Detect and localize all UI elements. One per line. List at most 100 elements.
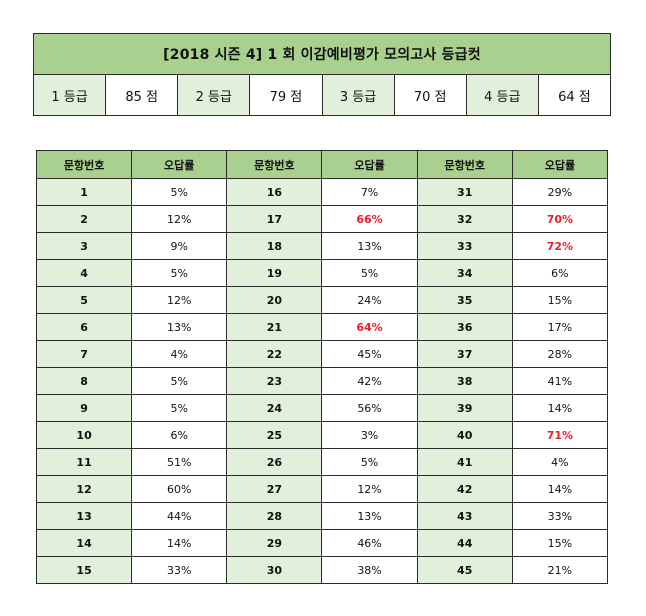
question-number-cell: 11 bbox=[35, 448, 133, 476]
question-number-cell: 24 bbox=[226, 394, 323, 422]
question-number-cell: 14 bbox=[35, 529, 133, 557]
error-rate-cell: 17% bbox=[511, 313, 609, 341]
error-rate-cell: 38% bbox=[321, 556, 418, 584]
question-number-cell: 28 bbox=[226, 502, 323, 530]
question-number-cell: 27 bbox=[226, 475, 323, 503]
question-number-cell: 39 bbox=[416, 394, 513, 422]
question-number-cell: 30 bbox=[226, 556, 323, 584]
column-header-question-number: 문항번호 bbox=[226, 150, 323, 179]
question-number-cell: 44 bbox=[416, 529, 513, 557]
error-rate-cell: 5% bbox=[131, 259, 228, 287]
question-number-cell: 31 bbox=[416, 178, 513, 206]
question-number-cell: 2 bbox=[35, 205, 133, 233]
error-rate-cell: 6% bbox=[511, 259, 609, 287]
error-rate-cell: 13% bbox=[321, 502, 418, 530]
question-number-cell: 23 bbox=[226, 367, 323, 395]
error-rate-cell: 3% bbox=[321, 421, 418, 449]
table-row: 5 12% 20 24% 35 15% bbox=[35, 286, 609, 314]
grade-score: 79 점 bbox=[249, 74, 323, 116]
error-rate-cell: 60% bbox=[131, 475, 228, 503]
grade-label: 2 등급 bbox=[177, 74, 251, 116]
column-header-question-number: 문항번호 bbox=[35, 150, 133, 179]
error-rate-cell: 29% bbox=[511, 178, 609, 206]
question-number-cell: 29 bbox=[226, 529, 323, 557]
error-rate-cell: 44% bbox=[131, 502, 228, 530]
column-header-error-rate: 오답률 bbox=[511, 150, 609, 179]
question-number-cell: 6 bbox=[35, 313, 133, 341]
table-row: 1 5% 16 7% 31 29% bbox=[35, 178, 609, 206]
error-rate-cell: 33% bbox=[511, 502, 609, 530]
question-number-cell: 42 bbox=[416, 475, 513, 503]
error-rate-cell: 56% bbox=[321, 394, 418, 422]
question-number-cell: 18 bbox=[226, 232, 323, 260]
table-row: 12 60% 27 12% 42 14% bbox=[35, 475, 609, 503]
error-rate-cell: 9% bbox=[131, 232, 228, 260]
error-rate-cell: 51% bbox=[131, 448, 228, 476]
question-number-cell: 7 bbox=[35, 340, 133, 368]
error-rate-cell: 21% bbox=[511, 556, 609, 584]
error-rate-cell: 15% bbox=[511, 286, 609, 314]
question-number-cell: 19 bbox=[226, 259, 323, 287]
error-rate-cell: 5% bbox=[321, 448, 418, 476]
error-rate-cell: 14% bbox=[131, 529, 228, 557]
question-number-cell: 20 bbox=[226, 286, 323, 314]
error-rate-cell-high: 64% bbox=[321, 313, 418, 341]
column-header-question-number: 문항번호 bbox=[416, 150, 513, 179]
page-title: [2018 시즌 4] 1 회 이감예비평가 모의고사 등급컷 bbox=[33, 33, 611, 75]
error-rate-cell: 13% bbox=[131, 313, 228, 341]
error-rate-cell-high: 70% bbox=[511, 205, 609, 233]
error-rate-cell: 12% bbox=[131, 205, 228, 233]
column-header-error-rate: 오답률 bbox=[131, 150, 228, 179]
error-rate-cell: 33% bbox=[131, 556, 228, 584]
table-row: 13 44% 28 13% 43 33% bbox=[35, 502, 609, 530]
error-rate-cell: 4% bbox=[131, 340, 228, 368]
grade-score: 85 점 bbox=[105, 74, 179, 116]
grade-score: 70 점 bbox=[393, 74, 467, 116]
question-number-cell: 5 bbox=[35, 286, 133, 314]
error-rate-cell: 5% bbox=[131, 178, 228, 206]
error-rate-cell: 28% bbox=[511, 340, 609, 368]
question-number-cell: 1 bbox=[35, 178, 133, 206]
question-number-cell: 25 bbox=[226, 421, 323, 449]
error-rate-cell: 13% bbox=[321, 232, 418, 260]
table-row: 4 5% 19 5% 34 6% bbox=[35, 259, 609, 287]
error-rate-cell: 14% bbox=[511, 475, 609, 503]
error-rate-cell-high: 72% bbox=[511, 232, 609, 260]
question-number-cell: 3 bbox=[35, 232, 133, 260]
error-rate-cell: 14% bbox=[511, 394, 609, 422]
grade-label: 3 등급 bbox=[321, 74, 395, 116]
table-row: 2 12% 17 66% 32 70% bbox=[35, 205, 609, 233]
error-rate-cell: 42% bbox=[321, 367, 418, 395]
table-row: 9 5% 24 56% 39 14% bbox=[35, 394, 609, 422]
grade-cut-table: [2018 시즌 4] 1 회 이감예비평가 모의고사 등급컷 1 등급 85 … bbox=[32, 33, 612, 116]
question-number-cell: 10 bbox=[35, 421, 133, 449]
table-row: 14 14% 29 46% 44 15% bbox=[35, 529, 609, 557]
table-header-row: 문항번호 오답률 문항번호 오답률 문항번호 오답률 bbox=[35, 150, 609, 179]
grade-label: 1 등급 bbox=[32, 74, 107, 116]
error-rate-cell: 45% bbox=[321, 340, 418, 368]
question-number-cell: 21 bbox=[226, 313, 323, 341]
error-rate-cell: 5% bbox=[321, 259, 418, 287]
table-row: 11 51% 26 5% 41 4% bbox=[35, 448, 609, 476]
error-rate-table: 문항번호 오답률 문항번호 오답률 문항번호 오답률 1 5% 16 7% 31 29% 2… bbox=[35, 150, 609, 584]
error-rate-cell: 12% bbox=[131, 286, 228, 314]
table-body: 1 5% 16 7% 31 29% 2 12% 17 66% 32 70% 3 9% 18 13% 33 72% 4… bbox=[35, 178, 609, 584]
question-number-cell: 4 bbox=[35, 259, 133, 287]
error-rate-cell-high: 71% bbox=[511, 421, 609, 449]
table-row: 6 13% 21 64% 36 17% bbox=[35, 313, 609, 341]
question-number-cell: 16 bbox=[226, 178, 323, 206]
question-number-cell: 32 bbox=[416, 205, 513, 233]
table-row: 15 33% 30 38% 45 21% bbox=[35, 556, 609, 584]
error-rate-cell: 24% bbox=[321, 286, 418, 314]
question-number-cell: 33 bbox=[416, 232, 513, 260]
question-number-cell: 13 bbox=[35, 502, 133, 530]
question-number-cell: 41 bbox=[416, 448, 513, 476]
question-number-cell: 35 bbox=[416, 286, 513, 314]
question-number-cell: 34 bbox=[416, 259, 513, 287]
column-header-error-rate: 오답률 bbox=[321, 150, 418, 179]
error-rate-cell: 7% bbox=[321, 178, 418, 206]
error-rate-cell: 46% bbox=[321, 529, 418, 557]
question-number-cell: 9 bbox=[35, 394, 133, 422]
error-rate-cell: 5% bbox=[131, 367, 228, 395]
error-rate-cell: 6% bbox=[131, 421, 228, 449]
